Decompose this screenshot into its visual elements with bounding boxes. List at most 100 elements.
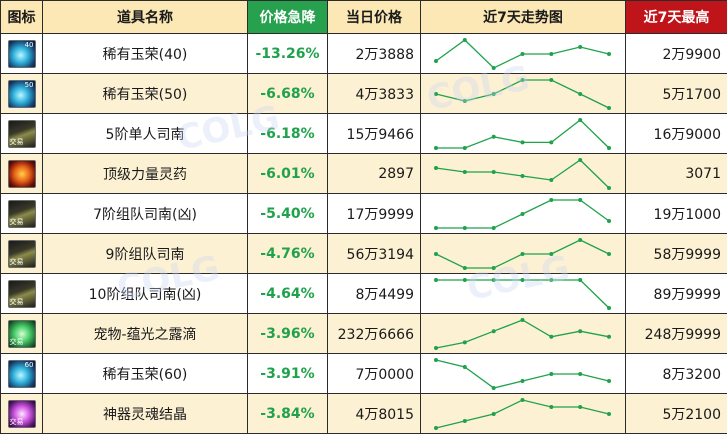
compass-icon[interactable]: 交易 xyxy=(7,279,36,308)
trend-point xyxy=(578,117,583,122)
item-trade-tag: 交易 xyxy=(9,417,24,426)
compass-icon[interactable]: 交易 xyxy=(7,119,36,148)
gem-icon[interactable]: 40 xyxy=(7,39,36,68)
header-icon: 图标 xyxy=(0,0,43,34)
trend-point xyxy=(434,345,438,350)
trend-sparkline xyxy=(434,277,611,310)
trend-point xyxy=(491,328,496,333)
trend-point xyxy=(607,218,611,223)
trend-point xyxy=(462,225,467,230)
trend-point xyxy=(491,265,496,270)
table-row: 60 稀有玉荣(60) -3.91% 7万0000 8万3200 xyxy=(0,353,727,394)
max-price-7d: 8万3200 xyxy=(625,353,727,394)
dewdrop-icon[interactable]: 交易 xyxy=(7,319,36,348)
max-price-7d: 58万9999 xyxy=(625,233,727,274)
trend-point xyxy=(520,51,525,56)
max-price-7d: 248万9999 xyxy=(625,313,727,354)
item-name: 顶级力量灵药 xyxy=(42,153,248,194)
item-trade-tag: 交易 xyxy=(9,217,24,226)
header-drop: 价格急降 xyxy=(247,0,328,34)
trend-sparkline xyxy=(434,197,611,230)
trend-sparkline xyxy=(434,317,611,350)
trend-point xyxy=(462,418,467,423)
trend-line xyxy=(435,318,610,349)
max-price-7d: 5万1700 xyxy=(625,73,727,114)
trend-point xyxy=(520,277,525,282)
current-price: 7万0000 xyxy=(327,353,421,394)
trend-point xyxy=(491,169,496,174)
trend-point xyxy=(520,378,525,383)
trend-point xyxy=(607,251,611,256)
trend-point xyxy=(549,404,554,409)
table-row: 交易 7阶组队司南(凶) -5.40% 17万9999 19万1000 xyxy=(0,193,727,234)
header-max: 近7天最高 xyxy=(625,0,727,34)
trend-sparkline-cell xyxy=(420,393,626,434)
trend-sparkline xyxy=(434,37,611,70)
trend-point xyxy=(434,425,438,430)
trend-point xyxy=(491,385,496,390)
trend-point xyxy=(549,251,554,256)
trend-point xyxy=(462,339,467,344)
trend-sparkline xyxy=(434,357,611,390)
gem-icon[interactable]: 60 xyxy=(7,359,36,388)
trend-point xyxy=(607,411,611,416)
potion-icon[interactable] xyxy=(7,159,36,188)
table-row: 50 稀有玉荣(50) -6.68% 4万3833 5万1700 xyxy=(0,73,727,114)
trend-point xyxy=(462,37,467,42)
trend-point xyxy=(607,51,611,56)
item-icon-cell: 交易 xyxy=(0,273,43,314)
trend-point xyxy=(578,277,583,282)
trend-sparkline-cell xyxy=(420,233,626,274)
trend-sparkline-cell xyxy=(420,153,626,194)
price-drop: -3.96% xyxy=(247,313,328,354)
trend-point xyxy=(578,157,583,162)
price-drop: -4.64% xyxy=(247,273,328,314)
compass-icon[interactable]: 交易 xyxy=(7,199,36,228)
table-row: 交易 5阶单人司南 -6.18% 15万9466 16万9000 xyxy=(0,113,727,154)
item-icon-cell: 交易 xyxy=(0,393,43,434)
trend-sparkline-cell xyxy=(420,273,626,314)
item-trade-tag: 交易 xyxy=(9,297,24,306)
max-price-7d: 16万9000 xyxy=(625,113,727,154)
price-drop: -13.26% xyxy=(247,33,328,74)
trend-point xyxy=(462,265,467,270)
max-price-7d: 89万9999 xyxy=(625,273,727,314)
trend-point xyxy=(549,177,554,182)
trend-point xyxy=(549,197,554,202)
trend-point xyxy=(434,277,438,282)
compass-icon[interactable]: 交易 xyxy=(7,239,36,268)
item-name: 9阶组队司南 xyxy=(42,233,248,274)
trend-line xyxy=(435,358,610,389)
item-name: 宠物-蕴光之露滴 xyxy=(42,313,248,354)
item-icon-cell: 交易 xyxy=(0,113,43,154)
crystal-icon[interactable]: 交易 xyxy=(7,399,36,428)
price-drop: -3.84% xyxy=(247,393,328,434)
table-body: 40 稀有玉荣(40) -13.26% 2万3888 2万9900 50 稀有玉荣(50) -… xyxy=(0,33,727,434)
item-level: 40 xyxy=(24,40,34,49)
trend-point xyxy=(434,165,438,170)
price-drop: -6.68% xyxy=(247,73,328,114)
max-price-7d: 3071 xyxy=(625,153,727,194)
trend-point xyxy=(434,58,438,63)
table-row: 交易 9阶组队司南 -4.76% 56万3194 58万9999 xyxy=(0,233,727,274)
trend-point xyxy=(549,371,554,376)
item-trade-tag: 交易 xyxy=(9,337,24,346)
trend-point xyxy=(491,411,496,416)
item-trade-tag: 交易 xyxy=(9,137,24,146)
trend-sparkline xyxy=(434,77,611,110)
trend-point xyxy=(520,173,525,178)
trend-line xyxy=(435,398,610,429)
current-price: 4万8015 xyxy=(327,393,421,434)
gem-icon[interactable]: 50 xyxy=(7,79,36,108)
trend-sparkline xyxy=(434,157,611,190)
table-row: 40 稀有玉荣(40) -13.26% 2万3888 2万9900 xyxy=(0,33,727,74)
item-icon-cell: 交易 xyxy=(0,313,43,354)
trend-point xyxy=(462,98,467,103)
trend-sparkline xyxy=(434,397,611,430)
trend-point xyxy=(520,77,525,82)
item-icon-cell: 交易 xyxy=(0,233,43,274)
table-row: 交易 宠物-蕴光之露滴 -3.96% 232万6666 248万9999 xyxy=(0,313,727,354)
price-drop: -4.76% xyxy=(247,233,328,274)
trend-point xyxy=(578,91,583,96)
max-price-7d: 19万1000 xyxy=(625,193,727,234)
